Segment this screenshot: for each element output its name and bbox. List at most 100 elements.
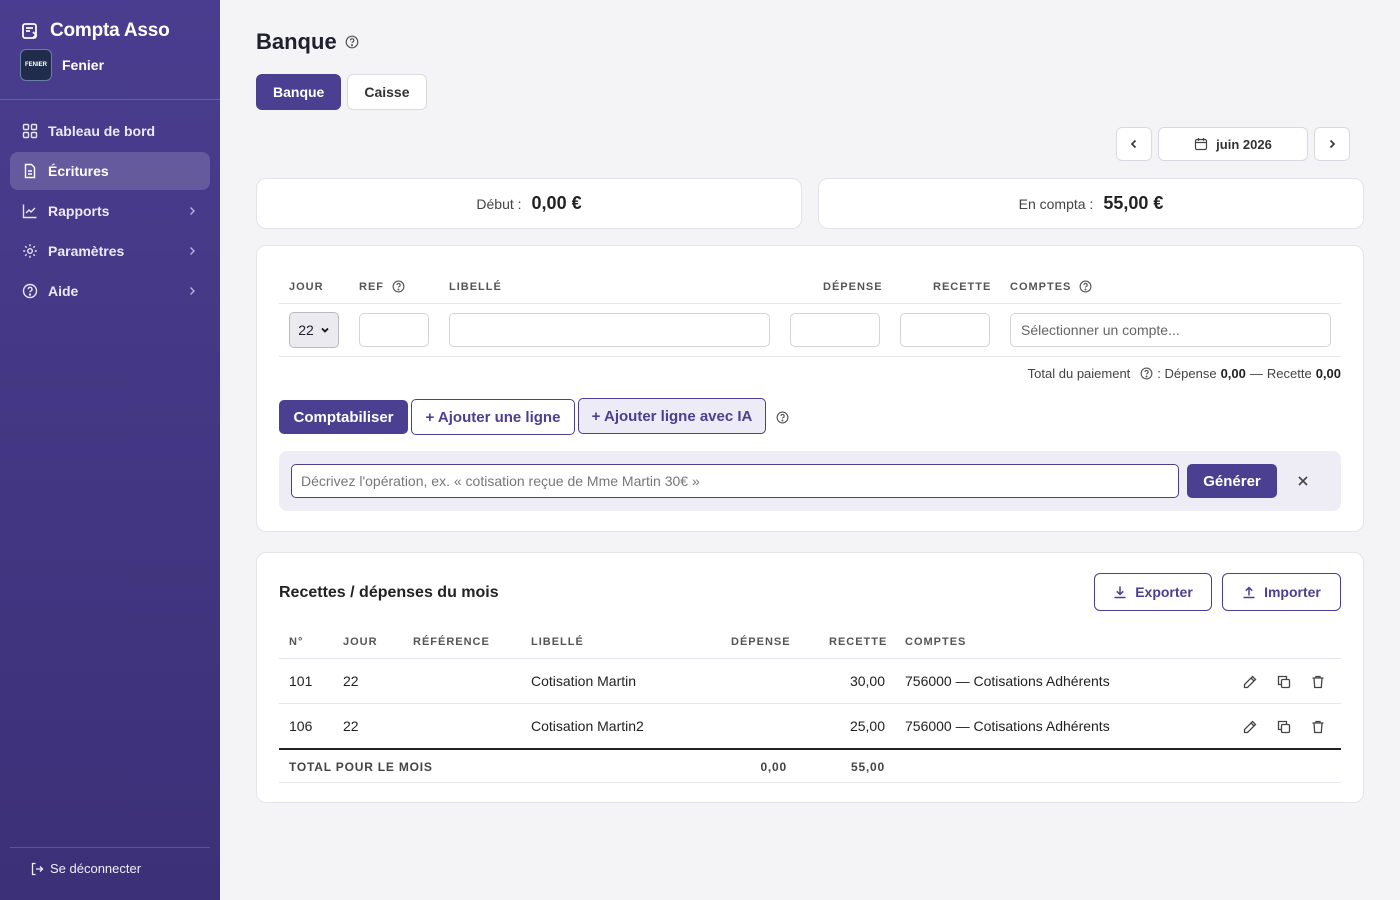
total-income: 55,00 [850, 760, 885, 774]
column-header-reference: RÉFÉRENCE [413, 636, 490, 648]
export-button[interactable]: Exporter [1094, 573, 1212, 611]
table-total-divider [279, 748, 1341, 750]
day-select[interactable]: 22 [289, 312, 339, 348]
column-header-day: JOUR [289, 281, 324, 293]
row-number: 101 [289, 673, 313, 689]
chevron-right-icon [1329, 139, 1336, 149]
sidebar-divider [10, 847, 210, 848]
tab-cash[interactable]: Caisse [347, 74, 427, 110]
label-input[interactable] [449, 313, 770, 347]
edit-icon[interactable] [1242, 674, 1258, 690]
sidebar-nav: Tableau de bord Écritures Rapports Param… [10, 112, 210, 312]
duplicate-icon[interactable] [1276, 674, 1292, 690]
payment-total-income: 0,00 [1315, 366, 1341, 381]
trash-icon[interactable] [1310, 719, 1326, 735]
import-button[interactable]: Importer [1222, 573, 1341, 611]
import-label: Importer [1264, 584, 1321, 600]
row-account: 756000 — Cotisations Adhérents [905, 673, 1110, 689]
duplicate-icon[interactable] [1276, 719, 1292, 735]
brand[interactable]: Compta Asso [20, 20, 170, 42]
account-select[interactable]: Sélectionner un compte... [1010, 313, 1331, 347]
ai-description-placeholder: Décrivez l'opération, ex. « cotisation r… [301, 473, 700, 489]
column-header-accounts-text: COMPTES [1010, 280, 1072, 293]
ledger-icon [22, 23, 38, 39]
entry-form-card: JOUR REF LIBELLÉ DÉPENSE RECETTE COMPTES… [256, 245, 1364, 532]
row-day: 22 [343, 673, 359, 689]
help-circle-icon [22, 283, 38, 299]
payment-total: Total du paiement : Dépense 0,00 — Recet… [1028, 366, 1341, 381]
sidebar-item-dashboard[interactable]: Tableau de bord [10, 112, 210, 150]
payment-total-label: Total du paiement [1027, 366, 1131, 381]
month-picker[interactable]: juin 2026 [1158, 127, 1308, 161]
edit-icon[interactable] [1242, 719, 1258, 735]
sidebar-item-label: Rapports [48, 203, 110, 219]
previous-month-button[interactable] [1116, 127, 1152, 161]
upload-icon [1243, 586, 1255, 599]
start-balance-value: 0,00 € [531, 193, 582, 213]
row-income: 25,00 [849, 718, 885, 734]
payment-total-expense: 0,00 [1220, 366, 1246, 381]
org-name: Fenier [62, 57, 105, 73]
help-icon[interactable] [776, 411, 789, 424]
chevron-left-icon [1130, 139, 1137, 149]
sidebar-item-label: Tableau de bord [48, 123, 156, 139]
help-icon[interactable] [392, 280, 405, 293]
help-icon[interactable] [345, 35, 359, 49]
row-income: 30,00 [849, 673, 885, 689]
help-icon[interactable] [1140, 367, 1153, 380]
column-header-label: LIBELLÉ [449, 281, 502, 293]
chevron-down-icon [321, 327, 329, 333]
row-actions [1242, 674, 1326, 690]
payment-total-separator: — [1249, 366, 1263, 381]
month-label: juin 2026 [1216, 136, 1272, 152]
next-month-button[interactable] [1314, 127, 1350, 161]
help-icon[interactable] [1079, 280, 1092, 293]
column-header-accounts: COMPTES [905, 636, 967, 648]
post-entry-button[interactable]: Comptabiliser [279, 400, 408, 434]
logout-label: Se déconnecter [50, 861, 142, 876]
sidebar-item-help[interactable]: Aide [10, 272, 210, 310]
org-switcher[interactable]: FENIER Fenier [20, 49, 104, 81]
expense-input[interactable] [790, 313, 880, 347]
column-header-expense: DÉPENSE [823, 281, 883, 293]
start-balance-label: Début : [476, 195, 522, 212]
trash-icon[interactable] [1310, 674, 1326, 690]
row-day: 22 [343, 718, 359, 734]
logout-icon [31, 862, 44, 875]
app-title: Compta Asso [50, 20, 170, 41]
column-header-num: N° [289, 636, 304, 648]
sidebar-item-entries[interactable]: Écritures [10, 152, 210, 190]
start-balance-card: Début : 0,00 € [256, 178, 802, 229]
sidebar-item-label: Paramètres [48, 243, 125, 259]
grid-icon [22, 123, 38, 139]
org-avatar: FENIER [20, 49, 52, 81]
column-header-income: RECETTE [829, 636, 888, 648]
export-label: Exporter [1135, 584, 1193, 600]
row-label: Cotisation Martin2 [531, 718, 644, 734]
sidebar-item-reports[interactable]: Rapports [10, 192, 210, 230]
main-content: Banque Banque Caisse juin 2026 Début : 0… [220, 0, 1400, 900]
column-header-expense: DÉPENSE [731, 636, 791, 648]
add-line-button[interactable]: + Ajouter une ligne [411, 399, 575, 435]
document-icon [24, 163, 36, 179]
logout-button[interactable]: Se déconnecter [30, 861, 141, 876]
table-header-divider [279, 658, 1341, 659]
form-header-divider [279, 303, 1341, 304]
add-ai-line-button[interactable]: + Ajouter ligne avec IA [578, 398, 766, 434]
tab-bank[interactable]: Banque [256, 74, 342, 110]
generate-button[interactable]: Générer [1187, 464, 1277, 498]
total-expense: 0,00 [760, 760, 787, 774]
payment-total-income-label: Recette [1266, 366, 1312, 381]
sidebar-item-settings[interactable]: Paramètres [10, 232, 210, 270]
close-icon[interactable] [1295, 473, 1311, 489]
total-label: TOTAL POUR LE MOIS [289, 760, 433, 774]
ref-input[interactable] [359, 313, 429, 347]
gear-icon [23, 244, 37, 258]
row-account: 756000 — Cotisations Adhérents [905, 718, 1110, 734]
payment-total-expense-label: : Dépense [1157, 366, 1217, 381]
ai-assistant-panel: Décrivez l'opération, ex. « cotisation r… [279, 451, 1341, 511]
ai-description-input[interactable]: Décrivez l'opération, ex. « cotisation r… [291, 464, 1179, 498]
row-label: Cotisation Martin [531, 673, 637, 689]
column-header-ref: REF [359, 280, 405, 293]
income-input[interactable] [900, 313, 990, 347]
